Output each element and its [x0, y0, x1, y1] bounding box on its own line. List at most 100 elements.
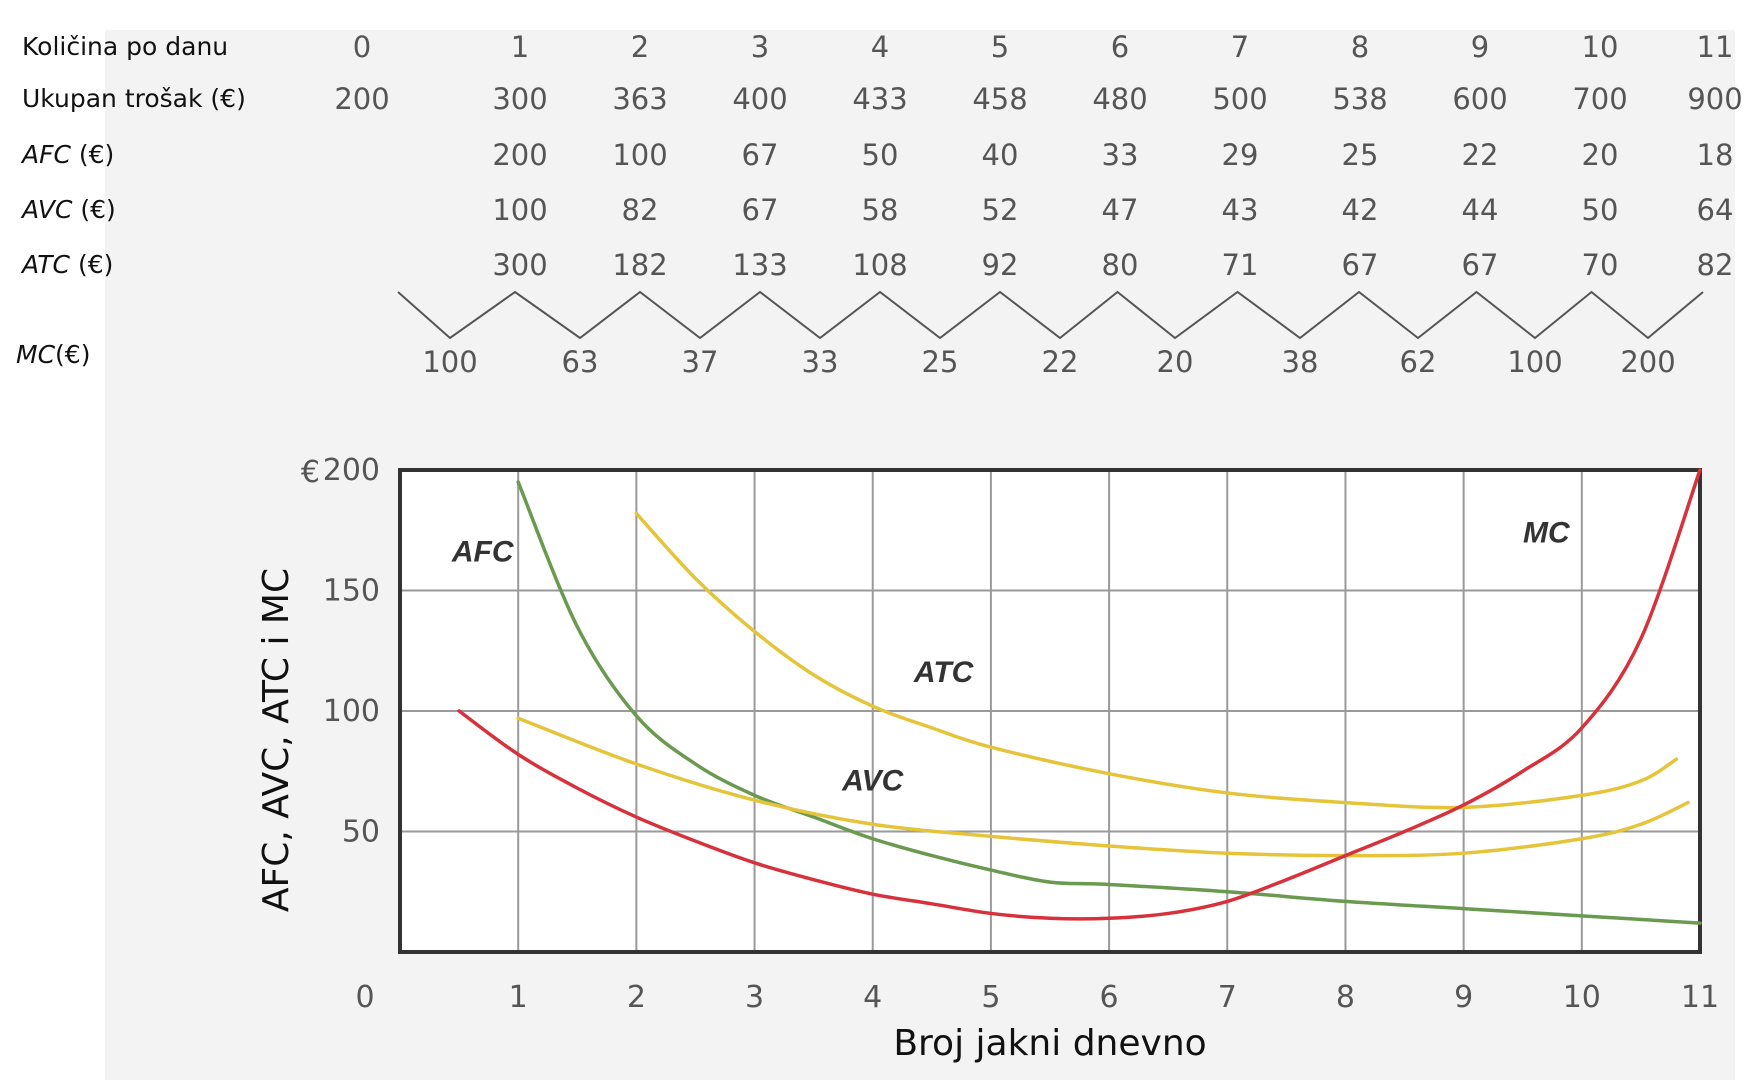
table-cell: 300: [492, 248, 548, 282]
x-tick-label: 2: [627, 980, 646, 1015]
table-cell: 71: [1221, 248, 1259, 282]
table-cell: 7: [1230, 30, 1250, 64]
grid: [400, 470, 1700, 952]
x-tick-label: 11: [1681, 980, 1719, 1015]
mc-cell: 20: [1156, 345, 1194, 379]
mc-connectors: [397, 290, 1704, 340]
x-axis-title: Broj jakni dnevno: [893, 1023, 1206, 1064]
mc-cell: 200: [1620, 345, 1676, 379]
row-label-unit: (€): [70, 250, 114, 279]
table-cell: 11: [1696, 30, 1734, 64]
y-tick-label: 150: [323, 574, 380, 609]
row-label: Ukupan trošak (€): [22, 84, 246, 113]
mc-connector-line: [397, 290, 1704, 340]
table-cell: 500: [1212, 82, 1268, 116]
table-cell: 43: [1221, 193, 1259, 227]
table-cell: 5: [990, 30, 1010, 64]
x-tick-label: 8: [1336, 980, 1355, 1015]
table-cell: 40: [981, 138, 1019, 172]
table-cell: 480: [1092, 82, 1148, 116]
table-cell: 200: [492, 138, 548, 172]
series-atc-line: [634, 511, 1679, 810]
table-cell: 2: [630, 30, 650, 64]
curve-label-atc: ATC: [913, 656, 975, 689]
table-cell: 67: [741, 138, 779, 172]
table-cell: 182: [612, 248, 668, 282]
table-cell: 18: [1696, 138, 1734, 172]
row-label-abbr: ATC: [22, 250, 71, 279]
table-cell: 700: [1572, 82, 1628, 116]
x-tick-label: 5: [981, 980, 1000, 1015]
mc-cell: 37: [681, 345, 719, 379]
table-cell: 3: [750, 30, 770, 64]
row-label-unit: (€): [55, 340, 91, 369]
table-cell: 100: [492, 193, 548, 227]
row-label-abbr: AFC: [22, 140, 71, 169]
table-cell: 64: [1696, 193, 1734, 227]
row-label-abbr: AVC: [22, 195, 73, 224]
x-tick-label: 1: [509, 980, 528, 1015]
table-cell: 200: [334, 82, 390, 116]
table-cell: 92: [981, 248, 1019, 282]
x-tick-label: 9: [1454, 980, 1473, 1015]
table-cell: 100: [612, 138, 668, 172]
row-label-unit: (€): [70, 140, 115, 169]
table-cell: 4: [870, 30, 890, 64]
row-label-unit: (€): [72, 195, 116, 224]
table-cell: 433: [852, 82, 908, 116]
table-cell: 44: [1461, 193, 1499, 227]
plot-frame: [398, 468, 1702, 954]
table-cell: 47: [1101, 193, 1139, 227]
mc-cell: 62: [1399, 345, 1437, 379]
row-label: Količina po danu: [22, 32, 229, 61]
row-label: ATC (€): [22, 250, 113, 279]
x-tick-label: 3: [745, 980, 764, 1015]
table-cell: 458: [972, 82, 1028, 116]
tick-labels: 0 1 2 3 4 5 6 7 8 9 10 11 200 150 100 50 €: [301, 453, 1719, 1015]
table-cell: 300: [492, 82, 548, 116]
series-afc-line: [516, 480, 1702, 925]
table-cell: 108: [852, 248, 908, 282]
x-tick-label: 7: [1218, 980, 1237, 1015]
table-cell: 22: [1461, 138, 1499, 172]
mc-cell: 33: [801, 345, 839, 379]
mc-cell: 22: [1041, 345, 1079, 379]
table-cell: 67: [1341, 248, 1379, 282]
mc-cell: 63: [561, 345, 599, 379]
mc-cell: 25: [921, 345, 959, 379]
table-cell: 50: [861, 138, 899, 172]
table-cell: 67: [741, 193, 779, 227]
row-label: AFC (€): [22, 140, 114, 169]
row-label: AVC (€): [22, 195, 116, 224]
row-label-abbr: MC: [16, 340, 56, 369]
table-cell: 600: [1452, 82, 1508, 116]
curve-label-afc: AFC: [451, 536, 515, 569]
y-tick-label: 50: [342, 815, 380, 850]
series-avc-line: [516, 716, 1690, 858]
table-cell: 58: [861, 193, 899, 227]
row-label: MC(€): [16, 340, 90, 369]
table-cell: 80: [1101, 248, 1139, 282]
table-cell: 25: [1341, 138, 1379, 172]
x-tick-label: 4: [863, 980, 882, 1015]
table-cell: 363: [612, 82, 668, 116]
y-tick-label: 200: [323, 453, 380, 488]
table-cell: 20: [1581, 138, 1619, 172]
x-tick-label: 10: [1563, 980, 1601, 1015]
curve-label-avc: AVC: [841, 765, 904, 798]
table-cell: 0: [352, 30, 372, 64]
table-cell: 50: [1581, 193, 1619, 227]
table-cell: 33: [1101, 138, 1139, 172]
table-cell: 133: [732, 248, 788, 282]
table-cell: 400: [732, 82, 788, 116]
table-cell: 82: [1696, 248, 1734, 282]
table-cell: 42: [1341, 193, 1379, 227]
table-cell: 67: [1461, 248, 1499, 282]
y-tick-label: 100: [323, 694, 380, 729]
table-cell: 900: [1687, 82, 1743, 116]
table-cell: 8: [1350, 30, 1370, 64]
axes: [398, 468, 1702, 954]
table-cell: 29: [1221, 138, 1259, 172]
series-mc-line: [457, 468, 1702, 921]
